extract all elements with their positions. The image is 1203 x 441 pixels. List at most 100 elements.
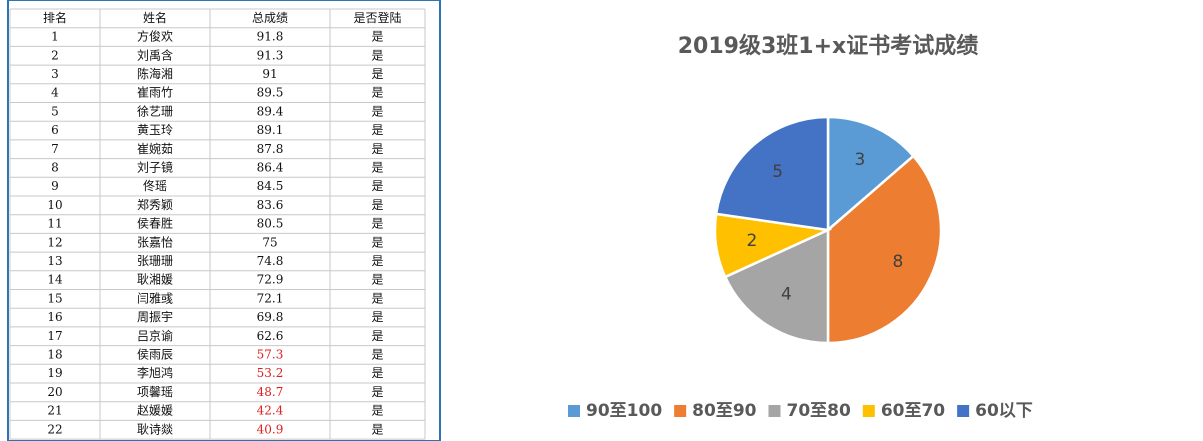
table-cell: 11 [47, 217, 62, 231]
table-cell: 14 [47, 273, 63, 287]
header-cell: 总成绩 [252, 11, 288, 25]
header-cell: 是否登陆 [353, 10, 401, 25]
table-cell: 是 [371, 86, 383, 100]
table-cell: 耿湘媛 [137, 272, 173, 287]
table-cell: 72.1 [257, 291, 284, 305]
table-cell: 91.3 [257, 48, 284, 62]
legend-swatch [674, 405, 687, 417]
table-cell: 是 [371, 104, 383, 118]
table-cell: 是 [371, 67, 383, 81]
table-cell: 黄玉玲 [137, 123, 173, 137]
table-cell: 18 [47, 347, 62, 361]
table-cell: 1 [51, 30, 59, 44]
table-cell: 是 [371, 329, 383, 343]
table-cell: 83.6 [257, 198, 284, 212]
legend-swatch [568, 405, 580, 417]
legend-label: 80至90 [692, 401, 756, 421]
table-cell: 是 [371, 179, 383, 193]
table-cell: 89.5 [257, 86, 284, 100]
table-cell: 15 [47, 291, 62, 305]
table-cell: 崔雨竹 [137, 86, 173, 100]
table-cell: 8 [51, 160, 59, 174]
table-cell: 72.9 [257, 273, 284, 287]
table-cell: 是 [371, 123, 383, 137]
table-cell: 是 [371, 385, 383, 399]
table-cell: 是 [371, 217, 383, 231]
table-cell: 69.8 [257, 310, 284, 324]
table-cell: 80.5 [257, 217, 284, 231]
table-cell: 周振宇 [137, 310, 173, 324]
table-cell: 佟瑶 [143, 178, 167, 193]
table-cell: 徐艺珊 [137, 103, 173, 118]
table-cell: 5 [51, 104, 59, 118]
table-cell: 10 [47, 198, 62, 212]
table-cell: 是 [371, 273, 383, 287]
table-cell: 21 [47, 404, 62, 418]
table-cell: 48.7 [257, 385, 284, 399]
table-cell: 87.8 [257, 142, 284, 156]
table-cell: 57.3 [257, 347, 284, 361]
table-cell: 是 [371, 235, 383, 249]
table-cell: 62.6 [257, 329, 284, 343]
data-label: 8 [892, 252, 903, 272]
data-label: 2 [747, 231, 758, 251]
table-cell: 91.8 [257, 30, 284, 44]
table-cell: 是 [371, 404, 383, 418]
table-cell: 崔婉茹 [137, 141, 173, 156]
data-label: 3 [855, 150, 866, 170]
table-cell: 89.4 [257, 104, 284, 118]
table-cell: 13 [47, 254, 62, 268]
table-cell: 是 [371, 422, 383, 436]
table-cell: 是 [371, 30, 383, 44]
table-cell: 刘禹含 [137, 47, 173, 62]
data-label: 4 [781, 285, 792, 305]
table-cell: 12 [47, 235, 62, 249]
pie-slice [826, 115, 916, 233]
table-cell: 6 [51, 123, 59, 137]
table-cell: 4 [51, 86, 59, 100]
table-cell: 3 [51, 67, 59, 81]
table-cell: 86.4 [257, 160, 284, 174]
table-cell: 74.8 [257, 254, 284, 268]
legend-label: 60以下 [975, 401, 1033, 421]
table-cell: 耿诗燚 [137, 422, 173, 436]
table-cell: 7 [51, 142, 59, 156]
legend-swatch [957, 405, 970, 417]
table-cell: 是 [371, 291, 383, 305]
legend-swatch [862, 405, 875, 417]
legend-swatch [768, 405, 781, 417]
table-cell: 侯春胜 [137, 216, 173, 231]
table-cell: 是 [371, 160, 383, 174]
table-cell: 是 [371, 366, 383, 380]
table-cell: 张珊珊 [137, 254, 173, 268]
table-cell: 张嘉怡 [137, 235, 173, 249]
pie-slice [714, 115, 830, 232]
header-cell: 排名 [43, 10, 67, 25]
table-cell: 是 [371, 347, 383, 361]
table-cell: 20 [47, 385, 62, 399]
table-cell: 42.4 [257, 404, 284, 418]
table-cell: 是 [371, 142, 383, 156]
table-cell: 是 [371, 254, 383, 268]
table-cell: 40.9 [257, 422, 284, 436]
table-cell: 84.5 [257, 179, 284, 193]
header-cell: 姓名 [143, 10, 167, 25]
table-cell: 侯雨辰 [137, 347, 173, 361]
table-cell: 是 [371, 198, 383, 212]
table-cell: 2 [51, 48, 59, 62]
pie-slice [826, 154, 943, 345]
table-cell: 89.1 [257, 123, 284, 137]
table-cell: 李旭鸿 [137, 365, 173, 380]
legend-label: 70至80 [786, 401, 850, 421]
chart-title: 2019级3班1+x证书考试成绩 [678, 33, 978, 59]
table-cell: 项馨瑶 [137, 384, 173, 399]
legend-label: 90至100 [586, 401, 662, 421]
table-cell: 9 [51, 179, 59, 193]
table-frame [7, 0, 441, 441]
table-cell: 闫雅彧 [137, 290, 173, 305]
table-cell: 是 [371, 48, 383, 62]
table-cell: 陈海湘 [137, 66, 173, 81]
table-cell: 75 [262, 235, 277, 249]
table-cell: 53.2 [257, 366, 284, 380]
